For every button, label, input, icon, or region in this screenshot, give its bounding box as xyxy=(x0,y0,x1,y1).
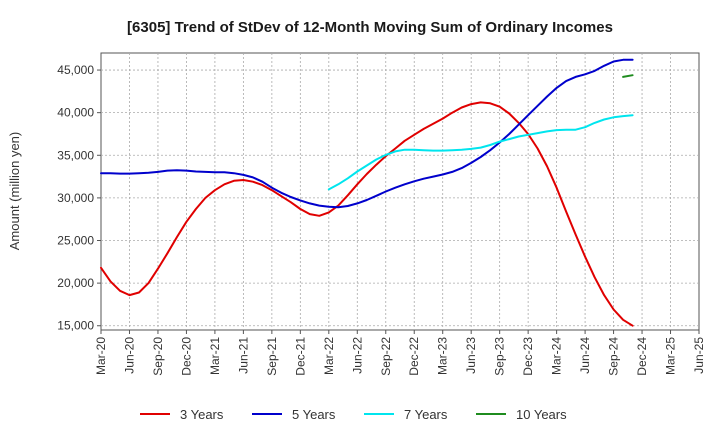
series-line-7-years xyxy=(327,114,634,191)
y-axis-label: Amount (million yen) xyxy=(7,132,22,251)
x-tick-label: Dec-21 xyxy=(293,337,307,376)
x-tick-label: Dec-22 xyxy=(407,337,421,376)
x-tick-label: Dec-20 xyxy=(179,337,193,376)
x-tick-label: Mar-25 xyxy=(664,337,678,375)
x-tick-label: Mar-24 xyxy=(550,337,564,375)
legend-label: 10 Years xyxy=(516,407,567,422)
x-tick-label: Sep-24 xyxy=(607,337,621,376)
y-tick-label: 45,000 xyxy=(57,63,94,77)
series-line-3-years xyxy=(100,101,634,327)
y-tick-label: 20,000 xyxy=(57,276,94,290)
chart-title: [6305] Trend of StDev of 12-Month Moving… xyxy=(127,19,613,36)
legend-label: 3 Years xyxy=(180,407,224,422)
x-tick-label: Mar-21 xyxy=(208,337,222,375)
x-tick-label: Sep-21 xyxy=(265,337,279,376)
legend: 3 Years 5 Years 7 Years 10 Years xyxy=(140,407,567,422)
x-tick-label: Jun-23 xyxy=(464,337,478,374)
x-tick-label: Mar-22 xyxy=(322,337,336,375)
x-tick-label: Dec-23 xyxy=(521,337,535,376)
x-tick-label: Jun-21 xyxy=(236,337,250,374)
legend-label: 7 Years xyxy=(404,407,448,422)
y-axis-ticks: 15,000 20,000 25,000 30,000 35,000 40,000 45,0… xyxy=(57,63,101,333)
x-tick-label: Mar-20 xyxy=(94,337,108,375)
x-tick-label: Jun-22 xyxy=(350,337,364,374)
series-line-10-years xyxy=(622,74,634,78)
x-tick-label: Jun-24 xyxy=(578,337,592,374)
y-tick-label: 30,000 xyxy=(57,191,94,205)
legend-label: 5 Years xyxy=(292,407,336,422)
x-tick-label: Mar-23 xyxy=(436,337,450,375)
series-line-5-years xyxy=(100,58,634,209)
x-tick-label: Jun-25 xyxy=(692,337,706,374)
y-tick-label: 40,000 xyxy=(57,106,94,120)
y-tick-label: 35,000 xyxy=(57,148,94,162)
x-tick-label: Jun-20 xyxy=(122,337,136,374)
y-tick-label: 25,000 xyxy=(57,234,94,248)
x-tick-label: Sep-20 xyxy=(151,337,165,376)
x-tick-label: Dec-24 xyxy=(635,337,649,376)
series-lines xyxy=(100,58,634,327)
y-tick-label: 15,000 xyxy=(57,319,94,333)
x-tick-label: Sep-22 xyxy=(379,337,393,376)
x-tick-label: Sep-23 xyxy=(493,337,507,376)
x-axis-ticks: Mar-20 Jun-20 Sep-20 Dec-20 Mar-21 Jun-21 Sep-… xyxy=(94,330,706,376)
plot-frame xyxy=(100,52,700,331)
